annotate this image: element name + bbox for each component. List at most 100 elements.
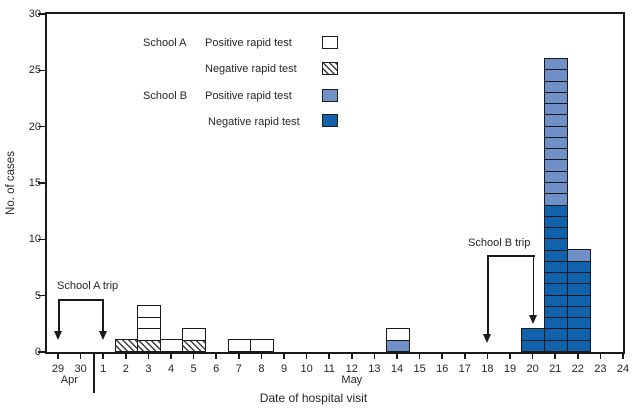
case-box-b_neg — [543, 316, 568, 330]
x-axis-tick — [170, 354, 172, 359]
x-axis-tick-label: 6 — [213, 363, 220, 375]
x-axis-tick-label: 7 — [235, 363, 242, 375]
case-box-b_neg — [543, 282, 568, 296]
case-box-a_neg — [114, 339, 139, 352]
school-b-trip-label: School B trip — [468, 237, 531, 249]
y-axis-tick — [38, 182, 45, 184]
x-axis-tick — [577, 354, 579, 359]
x-axis-title: Date of hospital visit — [259, 391, 368, 405]
x-axis-tick-label: 2 — [122, 363, 129, 375]
x-axis-tick — [328, 354, 330, 359]
month-label-may: May — [341, 374, 363, 386]
y-axis-tick-label: 0 — [34, 346, 41, 358]
case-box-b_pos — [543, 57, 568, 71]
case-box-b_neg — [566, 294, 591, 307]
case-box-a_pos — [137, 327, 162, 341]
case-box-b_pos — [543, 192, 568, 206]
school-b-trip-arrowhead-left — [483, 334, 492, 343]
x-axis-tick — [441, 354, 443, 359]
legend-swatch-school-b-negative — [322, 114, 338, 127]
case-box-b_pos — [543, 91, 568, 105]
case-box-b_neg — [543, 226, 568, 240]
x-axis-tick-label: 29 — [51, 363, 65, 375]
x-axis-tick-label: 20 — [526, 363, 539, 375]
x-axis-tick — [418, 354, 421, 359]
school-b-trip-arrowhead-right — [529, 315, 538, 324]
legend-swatch-school-b-positive — [322, 89, 338, 102]
x-axis-tick-label: 14 — [390, 363, 404, 375]
school-b-trip-arrow-right-line — [532, 255, 535, 316]
x-axis-tick-label: 23 — [594, 363, 607, 375]
y-axis-tick-label: 20 — [28, 120, 41, 133]
y-axis-tick-label: 10 — [28, 233, 41, 246]
case-box-b_pos — [543, 136, 568, 150]
case-box-b_neg — [521, 339, 546, 352]
y-axis-tick-label: 25 — [28, 64, 41, 77]
x-axis-tick — [260, 354, 263, 359]
case-box-a_neg — [137, 339, 162, 352]
x-axis-tick — [509, 354, 511, 359]
x-axis-tick-label: 9 — [280, 363, 288, 375]
x-axis-tick — [622, 354, 624, 359]
legend-school-a-negative-label: Negative rapid test — [205, 63, 297, 75]
x-axis-tick — [192, 354, 195, 359]
legend-school-b-positive-label: Positive rapid test — [205, 90, 292, 102]
x-axis-tick-label: 22 — [571, 363, 584, 375]
school-a-trip-arrowhead-left — [54, 331, 63, 340]
y-axis-tick — [38, 351, 45, 353]
school-a-trip-arrow-right-line — [102, 299, 104, 332]
x-axis-tick-label: 10 — [300, 363, 313, 375]
x-axis-tick-label: 17 — [458, 363, 471, 375]
case-box-b_pos — [543, 68, 568, 82]
x-axis-tick — [464, 354, 466, 359]
legend-school-b-negative-label: Negative rapid test — [208, 116, 300, 128]
case-box-b_neg — [566, 271, 591, 285]
x-axis-tick — [147, 354, 150, 359]
case-box-b_neg — [543, 237, 568, 251]
case-box-b_pos — [543, 125, 568, 138]
x-axis-tick-label: 30 — [74, 363, 87, 375]
x-axis-tick — [238, 354, 240, 359]
case-box-b_pos — [543, 181, 568, 195]
case-box-b_pos — [543, 147, 568, 161]
case-box-b_pos — [385, 339, 410, 352]
case-box-b_neg — [543, 339, 568, 352]
case-box-a_pos — [137, 316, 162, 330]
case-box-b_pos — [543, 102, 568, 116]
x-axis-tick-label: 13 — [368, 363, 381, 375]
y-axis-title: No. of cases — [5, 151, 17, 215]
case-box-b_neg — [566, 282, 591, 296]
y-axis-tick-label: 30 — [28, 8, 41, 20]
x-axis-tick-label: 12 — [345, 363, 358, 375]
y-axis-tick — [38, 125, 45, 128]
x-axis-tick — [125, 354, 127, 359]
x-axis-tick — [102, 354, 104, 359]
month-separator-line — [93, 352, 95, 393]
x-axis-tick — [351, 354, 353, 359]
case-box-b_pos — [543, 170, 568, 183]
x-axis-tick-label: 1 — [100, 363, 107, 375]
case-box-b_pos — [566, 249, 591, 262]
x-axis-tick-label: 8 — [258, 363, 265, 375]
case-box-b_neg — [566, 327, 591, 341]
case-box-a_pos — [227, 339, 252, 352]
y-axis-tick — [38, 238, 45, 241]
x-axis-tick-label: 16 — [436, 363, 449, 375]
x-axis-tick-label: 3 — [145, 363, 152, 375]
case-box-b_neg — [521, 327, 546, 341]
y-axis-tick-label: 15 — [28, 177, 41, 189]
case-box-b_neg — [543, 204, 568, 217]
case-box-a_pos — [250, 339, 275, 352]
x-axis-tick — [599, 354, 602, 359]
x-axis-tick-label: 15 — [413, 363, 426, 375]
case-box-b_neg — [566, 339, 591, 352]
school-a-trip-bracket-top — [58, 299, 104, 301]
legend-swatch-school-a-positive — [322, 36, 338, 49]
school-a-trip-label: School A trip — [57, 280, 119, 292]
x-axis-tick — [305, 354, 308, 359]
legend-swatch-school-a-negative — [322, 62, 338, 75]
x-axis-tick-label: 21 — [549, 363, 562, 375]
case-box-a_pos — [159, 339, 184, 352]
x-axis-tick — [396, 354, 398, 359]
x-axis-tick — [531, 354, 534, 359]
